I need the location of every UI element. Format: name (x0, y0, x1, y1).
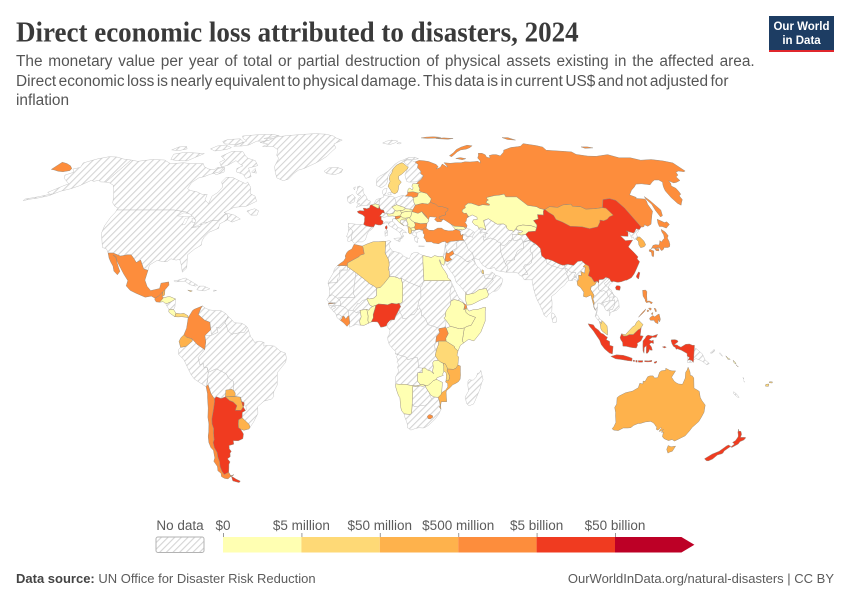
svg-text:$50 billion: $50 billion (585, 518, 646, 533)
svg-text:No data: No data (156, 518, 204, 533)
svg-text:$500 million: $500 million (422, 518, 494, 533)
svg-text:$50 million: $50 million (348, 518, 413, 533)
svg-text:$5 million: $5 million (273, 518, 330, 533)
svg-text:$0: $0 (215, 518, 230, 533)
svg-text:$5 billion: $5 billion (510, 518, 563, 533)
